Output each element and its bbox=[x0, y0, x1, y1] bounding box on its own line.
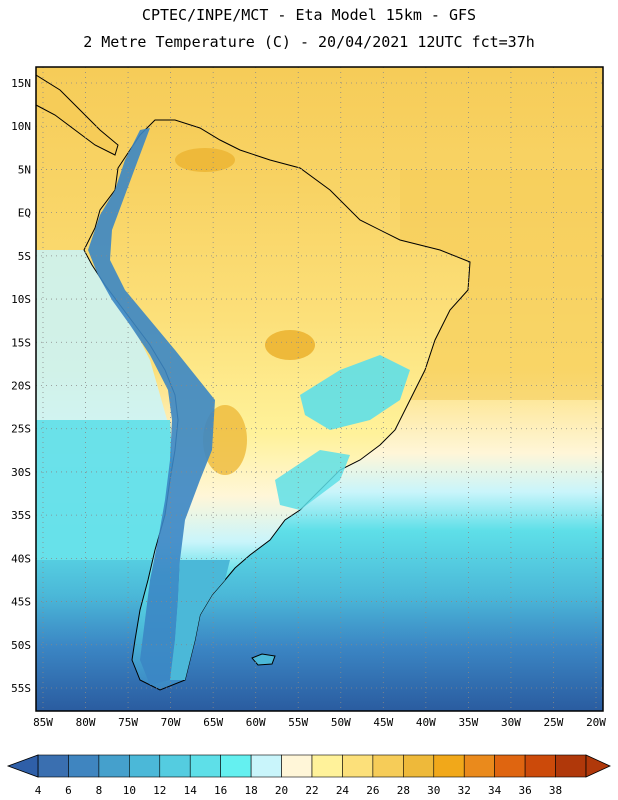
longitude-label: 25W bbox=[544, 716, 564, 729]
colorbar-swatch bbox=[463, 754, 495, 778]
longitude-label: 40W bbox=[416, 716, 436, 729]
colorbar-swatch bbox=[159, 754, 191, 778]
longitude-label: 35W bbox=[458, 716, 478, 729]
colorbar-swatch bbox=[524, 754, 556, 778]
longitude-label: 75W bbox=[118, 716, 138, 729]
colorbar-label: 32 bbox=[458, 784, 471, 797]
colorbar-swatch bbox=[403, 754, 435, 778]
colorbar-label: 16 bbox=[214, 784, 227, 797]
colorbar-swatch bbox=[129, 754, 161, 778]
patagonia-cool bbox=[170, 560, 230, 680]
latitude-label: 50S bbox=[11, 639, 31, 652]
hot-spot-central-brazil bbox=[265, 330, 315, 360]
colorbar: 4 6 8 10 12 14 16 18 20 22 24 26 28 30 32 34 36 38 bbox=[6, 754, 611, 797]
chart-subtitle: 2 Metre Temperature (C) - 20/04/2021 12U… bbox=[83, 33, 535, 51]
colorbar-label: 34 bbox=[488, 784, 502, 797]
longitude-label: 85W bbox=[33, 716, 53, 729]
colorbar-swatch bbox=[281, 754, 313, 778]
cool-southeast-brazil bbox=[300, 355, 410, 430]
longitude-label: 80W bbox=[76, 716, 96, 729]
longitude-labels: 85W 80W 75W 70W 65W 60W 55W 50W 45W 40W 35W 30W 25W 2… bbox=[33, 716, 606, 729]
longitude-label: 45W bbox=[373, 716, 393, 729]
colorbar-swatch bbox=[189, 754, 221, 778]
colorbar-low-arrow bbox=[6, 754, 39, 778]
colorbar-label: 6 bbox=[65, 784, 72, 797]
longitude-label: 55W bbox=[288, 716, 308, 729]
longitude-label: 60W bbox=[246, 716, 266, 729]
colorbar-swatch bbox=[37, 754, 69, 778]
longitude-label: 30W bbox=[501, 716, 521, 729]
map-frame bbox=[35, 66, 604, 712]
colorbar-swatch bbox=[342, 754, 374, 778]
latitude-label: 30S bbox=[11, 466, 31, 479]
colorbar-swatch bbox=[250, 754, 282, 778]
colorbar-label: 26 bbox=[366, 784, 379, 797]
temperature-map: 85W 80W 75W 70W 65W 60W 55W 50W 45W 40W 35W 30W 25W 2… bbox=[11, 66, 606, 729]
colorbar-swatch bbox=[68, 754, 100, 778]
latitude-label: 10S bbox=[11, 293, 31, 306]
andes-cold bbox=[88, 128, 215, 685]
colorbar-swatch bbox=[372, 754, 404, 778]
latitude-label: 5S bbox=[18, 250, 31, 263]
latitude-label: 5N bbox=[18, 163, 31, 176]
longitude-label: 20W bbox=[586, 716, 606, 729]
colorbar-label: 28 bbox=[397, 784, 410, 797]
colorbar-label: 18 bbox=[244, 784, 257, 797]
colorbar-label: 12 bbox=[153, 784, 166, 797]
latitude-label: 15N bbox=[11, 77, 31, 90]
central-america-land bbox=[36, 74, 119, 156]
colorbar-label: 36 bbox=[518, 784, 531, 797]
hot-spot-venezuela bbox=[175, 148, 235, 172]
latitude-label: 45S bbox=[11, 596, 31, 609]
colorbar-swatch bbox=[555, 754, 587, 778]
cool-southern-brazil bbox=[275, 450, 350, 510]
colorbar-label: 8 bbox=[96, 784, 103, 797]
hot-spot-chaco bbox=[203, 405, 247, 475]
falkland-islands bbox=[251, 653, 276, 666]
pacific-cool-south bbox=[36, 420, 175, 560]
longitude-label: 65W bbox=[203, 716, 223, 729]
latitude-labels: 15N 10N 5N EQ 5S 10S 15S 20S 25S 30S 35S 40S 45S 50S 5… bbox=[11, 77, 31, 695]
latitude-label: 10N bbox=[11, 120, 31, 133]
latitude-label: 35S bbox=[11, 509, 31, 522]
colorbar-label: 22 bbox=[305, 784, 318, 797]
longitude-label: 50W bbox=[331, 716, 351, 729]
colorbar-label: 24 bbox=[336, 784, 350, 797]
colorbar-label: 4 bbox=[35, 784, 42, 797]
latitude-label: 15S bbox=[11, 336, 31, 349]
colorbar-swatch bbox=[433, 754, 465, 778]
colorbar-label: 10 bbox=[123, 784, 136, 797]
colorbar-swatch bbox=[98, 754, 130, 778]
chart-title: CPTEC/INPE/MCT - Eta Model 15km - GFS bbox=[141, 6, 477, 24]
colorbar-high-arrow bbox=[585, 754, 611, 778]
colorbar-label: 14 bbox=[184, 784, 198, 797]
latitude-label: EQ bbox=[18, 207, 31, 220]
latitude-label: 20S bbox=[11, 380, 31, 393]
colorbar-label: 38 bbox=[549, 784, 562, 797]
colorbar-swatch bbox=[494, 754, 526, 778]
colorbar-swatch bbox=[311, 754, 343, 778]
colorbar-label: 20 bbox=[275, 784, 288, 797]
latitude-label: 55S bbox=[11, 682, 31, 695]
colorbar-swatch bbox=[220, 754, 252, 778]
colorbar-label: 30 bbox=[427, 784, 440, 797]
longitude-label: 70W bbox=[161, 716, 181, 729]
latitude-label: 40S bbox=[11, 552, 31, 565]
latitude-label: 25S bbox=[11, 423, 31, 436]
